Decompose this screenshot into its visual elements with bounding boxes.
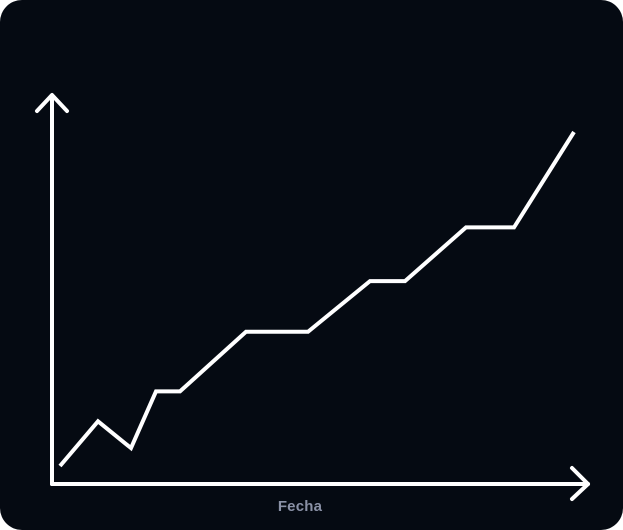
x-axis-arrowhead <box>570 466 590 501</box>
x-axis-label: Fecha <box>277 498 323 515</box>
series-layer <box>58 130 576 468</box>
series-line-0 <box>58 130 576 468</box>
y-axis-arrowhead <box>35 93 69 113</box>
